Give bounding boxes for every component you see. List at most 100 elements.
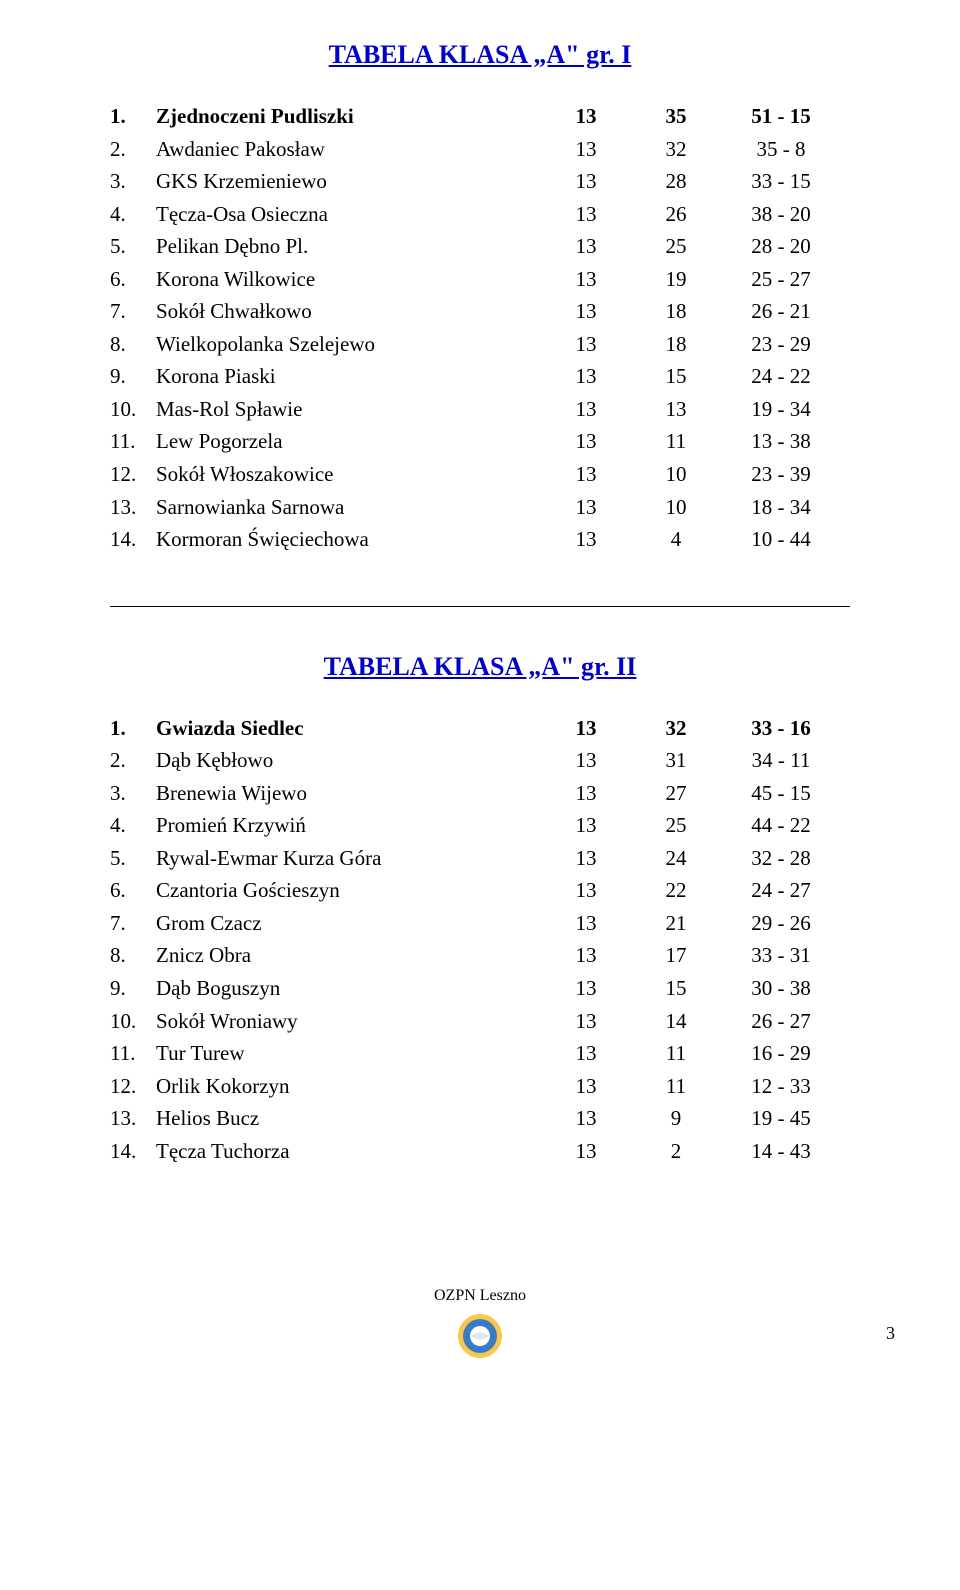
points: 32 — [636, 133, 716, 166]
row-number: 11. — [110, 1037, 156, 1070]
points: 15 — [636, 972, 716, 1005]
goals: 19 - 34 — [716, 393, 846, 426]
points: 24 — [636, 842, 716, 875]
team-name: Pelikan Dębno Pl. — [156, 230, 536, 263]
points: 11 — [636, 1037, 716, 1070]
table-row: 4.Promień Krzywiń132544 - 22 — [110, 809, 850, 842]
table-row: 12.Sokół Włoszakowice131023 - 39 — [110, 458, 850, 491]
team-name: Znicz Obra — [156, 939, 536, 972]
row-number: 12. — [110, 1070, 156, 1103]
team-name: Sokół Chwałkowo — [156, 295, 536, 328]
goals: 10 - 44 — [716, 523, 846, 556]
matches-played: 13 — [536, 491, 636, 524]
matches-played: 13 — [536, 523, 636, 556]
goals: 33 - 31 — [716, 939, 846, 972]
table-row: 1.Zjednoczeni Pudliszki133551 - 15 — [110, 100, 850, 133]
row-number: 9. — [110, 972, 156, 1005]
points: 15 — [636, 360, 716, 393]
goals: 14 - 43 — [716, 1135, 846, 1168]
goals: 33 - 15 — [716, 165, 846, 198]
matches-played: 13 — [536, 360, 636, 393]
row-number: 12. — [110, 458, 156, 491]
footer-text: OZPN Leszno — [110, 1287, 850, 1305]
points: 9 — [636, 1102, 716, 1135]
footer-logo-icon — [457, 1313, 503, 1359]
matches-played: 13 — [536, 295, 636, 328]
goals: 45 - 15 — [716, 777, 846, 810]
matches-played: 13 — [536, 777, 636, 810]
row-number: 10. — [110, 1005, 156, 1038]
goals: 16 - 29 — [716, 1037, 846, 1070]
table-row: 4.Tęcza-Osa Osieczna132638 - 20 — [110, 198, 850, 231]
row-number: 8. — [110, 328, 156, 361]
row-number: 4. — [110, 809, 156, 842]
goals: 19 - 45 — [716, 1102, 846, 1135]
row-number: 10. — [110, 393, 156, 426]
team-name: Sokół Włoszakowice — [156, 458, 536, 491]
team-name: Kormoran Święciechowa — [156, 523, 536, 556]
table-row: 8.Znicz Obra131733 - 31 — [110, 939, 850, 972]
points: 10 — [636, 458, 716, 491]
row-number: 5. — [110, 842, 156, 875]
row-number: 4. — [110, 198, 156, 231]
goals: 26 - 21 — [716, 295, 846, 328]
matches-played: 13 — [536, 393, 636, 426]
row-number: 3. — [110, 165, 156, 198]
table-row: 10.Mas-Rol Spławie131319 - 34 — [110, 393, 850, 426]
goals: 26 - 27 — [716, 1005, 846, 1038]
matches-played: 13 — [536, 712, 636, 745]
goals: 51 - 15 — [716, 100, 846, 133]
points: 13 — [636, 393, 716, 426]
matches-played: 13 — [536, 842, 636, 875]
matches-played: 13 — [536, 165, 636, 198]
table-row: 13.Sarnowianka Sarnowa131018 - 34 — [110, 491, 850, 524]
goals: 13 - 38 — [716, 425, 846, 458]
team-name: Korona Piaski — [156, 360, 536, 393]
goals: 38 - 20 — [716, 198, 846, 231]
goals: 18 - 34 — [716, 491, 846, 524]
points: 10 — [636, 491, 716, 524]
team-name: Zjednoczeni Pudliszki — [156, 100, 536, 133]
goals: 30 - 38 — [716, 972, 846, 1005]
standings-table-2: 1.Gwiazda Siedlec133233 - 162.Dąb Kębłow… — [110, 712, 850, 1168]
matches-played: 13 — [536, 1070, 636, 1103]
team-name: Dąb Kębłowo — [156, 744, 536, 777]
team-name: Wielkopolanka Szelejewo — [156, 328, 536, 361]
goals: 44 - 22 — [716, 809, 846, 842]
table-row: 5.Rywal-Ewmar Kurza Góra132432 - 28 — [110, 842, 850, 875]
team-name: Tęcza Tuchorza — [156, 1135, 536, 1168]
goals: 23 - 29 — [716, 328, 846, 361]
team-name: Rywal-Ewmar Kurza Góra — [156, 842, 536, 875]
row-number: 2. — [110, 133, 156, 166]
matches-played: 13 — [536, 1102, 636, 1135]
points: 18 — [636, 328, 716, 361]
page-number: 3 — [886, 1323, 895, 1344]
matches-played: 13 — [536, 133, 636, 166]
points: 21 — [636, 907, 716, 940]
team-name: Tęcza-Osa Osieczna — [156, 198, 536, 231]
points: 35 — [636, 100, 716, 133]
matches-played: 13 — [536, 939, 636, 972]
table-row: 7.Grom Czacz132129 - 26 — [110, 907, 850, 940]
points: 25 — [636, 230, 716, 263]
row-number: 14. — [110, 1135, 156, 1168]
matches-played: 13 — [536, 425, 636, 458]
team-name: Korona Wilkowice — [156, 263, 536, 296]
table-row: 11.Lew Pogorzela131113 - 38 — [110, 425, 850, 458]
page-footer: OZPN Leszno — [110, 1287, 850, 1359]
table-row: 5.Pelikan Dębno Pl.132528 - 20 — [110, 230, 850, 263]
team-name: Dąb Boguszyn — [156, 972, 536, 1005]
matches-played: 13 — [536, 972, 636, 1005]
table-row: 1.Gwiazda Siedlec133233 - 16 — [110, 712, 850, 745]
table-row: 9.Dąb Boguszyn131530 - 38 — [110, 972, 850, 1005]
team-name: Sokół Wroniawy — [156, 1005, 536, 1038]
table-row: 6.Czantoria Gościeszyn132224 - 27 — [110, 874, 850, 907]
team-name: Promień Krzywiń — [156, 809, 536, 842]
team-name: Lew Pogorzela — [156, 425, 536, 458]
section-divider — [110, 606, 850, 607]
points: 18 — [636, 295, 716, 328]
team-name: Orlik Kokorzyn — [156, 1070, 536, 1103]
row-number: 6. — [110, 874, 156, 907]
row-number: 14. — [110, 523, 156, 556]
goals: 25 - 27 — [716, 263, 846, 296]
